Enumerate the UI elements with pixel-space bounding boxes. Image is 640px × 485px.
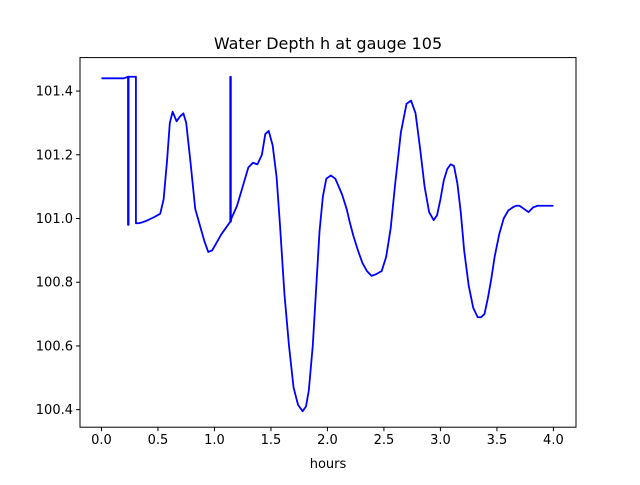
x-tick-label: 0.0 [91, 433, 112, 448]
y-tick-label: 100.4 [36, 403, 73, 418]
x-axis-label: hours [310, 457, 347, 472]
plot-frame [79, 57, 577, 428]
y-tick-label: 101.2 [36, 148, 73, 163]
x-tick-label: 0.5 [148, 433, 169, 448]
y-tick-label: 101.0 [36, 212, 73, 227]
y-tick-label: 100.8 [36, 276, 73, 291]
series-line [101, 75, 554, 413]
chart-title: Water Depth h at gauge 105 [214, 34, 442, 53]
y-ticks: 100.4 100.6 100.8 101.0 101.2 101.4 [36, 85, 80, 418]
x-tick-label: 2.0 [317, 433, 338, 448]
y-tick-label: 100.6 [36, 339, 73, 354]
x-tick-label: 3.0 [430, 433, 451, 448]
x-tick-label: 1.0 [204, 433, 225, 448]
x-ticks: 0.0 0.5 1.0 1.5 2.0 2.5 3.0 3.5 4.0 [91, 427, 564, 448]
y-tick-label: 101.4 [36, 85, 73, 100]
x-tick-label: 3.5 [487, 433, 508, 448]
x-tick-label: 4.0 [543, 433, 564, 448]
x-tick-label: 1.5 [261, 433, 282, 448]
x-tick-label: 2.5 [374, 433, 395, 448]
